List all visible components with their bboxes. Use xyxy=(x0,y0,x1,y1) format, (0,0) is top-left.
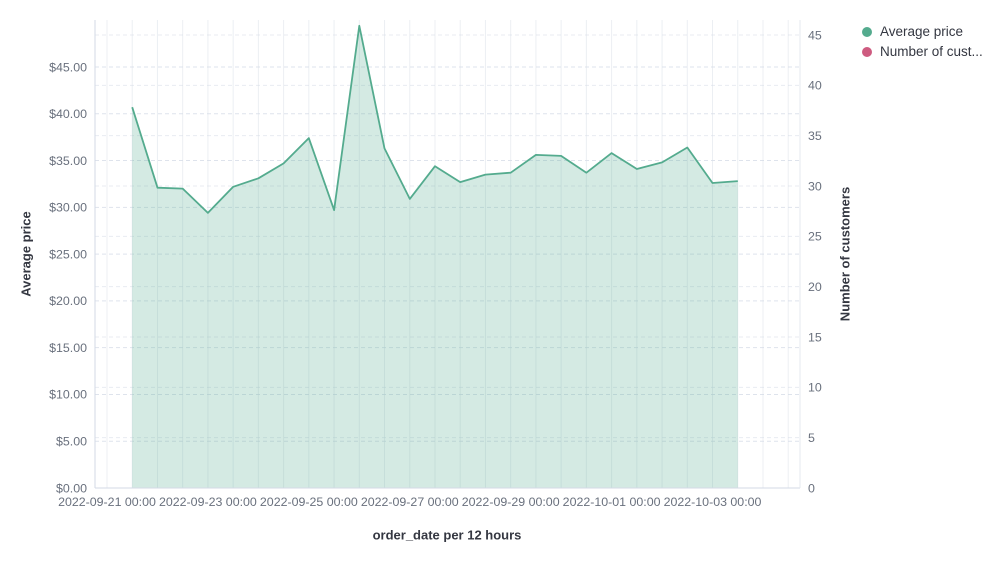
y-left-tick-label: $5.00 xyxy=(56,435,87,449)
y-left-tick-label: $0.00 xyxy=(56,481,87,495)
x-tick-label: 2022-10-03 00:00 xyxy=(664,495,762,509)
y-right-tick-label: 35 xyxy=(808,129,822,143)
tick-labels: $0.00 $5.00 $10.00 $15.00 $20.00 $25.00 $30.00… xyxy=(49,28,822,509)
y-left-tick-label: $40.00 xyxy=(49,107,87,121)
x-tick-label: 2022-09-25 00:00 xyxy=(260,495,358,509)
x-tick-label: 2022-09-21 00:00 xyxy=(58,495,156,509)
y-right-tick-label: 20 xyxy=(808,280,822,294)
y-right-tick-label: 5 xyxy=(808,431,815,445)
y-left-tick-label: $35.00 xyxy=(49,154,87,168)
series-color-dot-icon xyxy=(862,46,872,57)
legend: Average price Number of cust... xyxy=(862,24,983,59)
y-right-tick-label: 0 xyxy=(808,481,815,495)
horizontal-gridlines xyxy=(95,34,800,442)
series-color-dot-icon xyxy=(862,26,872,37)
x-tick-label: 2022-09-27 00:00 xyxy=(361,495,459,509)
y-right-tick-label: 30 xyxy=(808,179,822,193)
x-tick-label: 2022-09-29 00:00 xyxy=(462,495,560,509)
y-right-tick-label: 10 xyxy=(808,381,822,395)
legend-label: Number of cust... xyxy=(880,44,983,59)
legend-item-average-price[interactable]: Average price xyxy=(862,24,983,39)
x-axis-title: order_date per 12 hours xyxy=(372,527,522,543)
axis-lines xyxy=(94,20,801,489)
series-average-price xyxy=(131,24,738,489)
x-tick-label: 2022-10-01 00:00 xyxy=(563,495,661,509)
legend-item-number-of-customers[interactable]: Number of cust... xyxy=(862,44,983,59)
y-right-tick-label: 25 xyxy=(808,230,822,244)
y-right-tick-label: 40 xyxy=(808,79,822,93)
y-left-tick-label: $10.00 xyxy=(49,388,87,402)
y-left-tick-label: $20.00 xyxy=(49,294,87,308)
y-right-tick-label: 15 xyxy=(808,330,822,344)
y-axis-title-left: Average price xyxy=(18,211,34,297)
legend-label: Average price xyxy=(880,24,964,39)
y-left-tick-label: $15.00 xyxy=(49,341,87,355)
y-left-tick-label: $25.00 xyxy=(49,247,87,261)
y-left-tick-label: $30.00 xyxy=(49,201,87,215)
y-left-tick-label: $45.00 xyxy=(49,60,87,74)
y-right-tick-label: 45 xyxy=(808,28,822,42)
x-tick-label: 2022-09-23 00:00 xyxy=(159,495,257,509)
y-axis-title-right: Number of customers xyxy=(837,186,853,322)
